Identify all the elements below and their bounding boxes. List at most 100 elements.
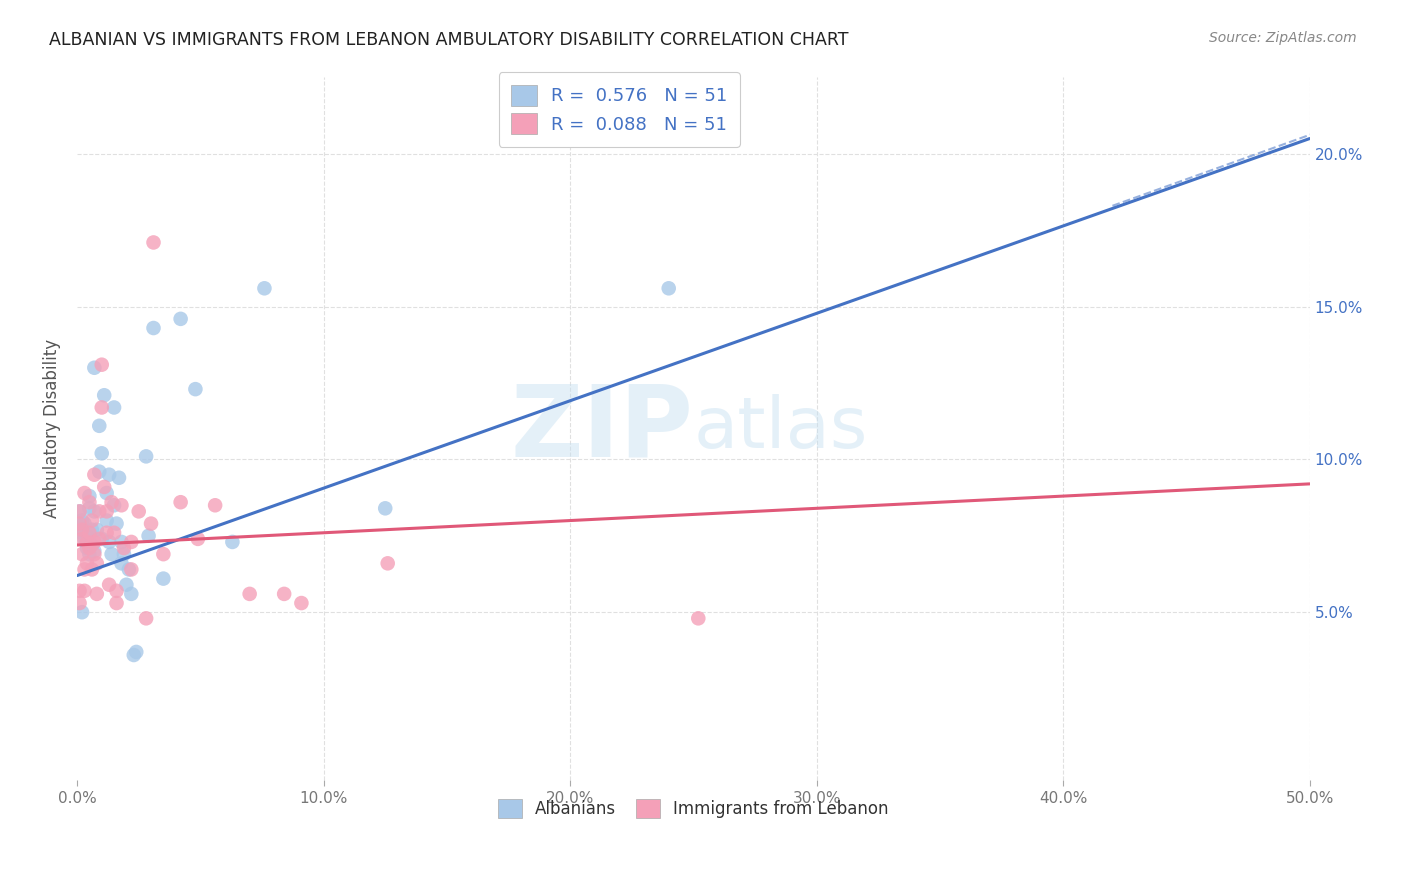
Point	[79, 525, 101, 540]
Text: Source: ZipAtlas.com: Source: ZipAtlas.com	[1209, 31, 1357, 45]
Point	[374, 501, 396, 516]
Point	[93, 388, 115, 402]
Point	[93, 480, 115, 494]
Point	[103, 498, 125, 512]
Point	[76, 529, 98, 543]
Point	[90, 401, 112, 415]
Point	[73, 486, 96, 500]
Text: ALBANIAN VS IMMIGRANTS FROM LEBANON AMBULATORY DISABILITY CORRELATION CHART: ALBANIAN VS IMMIGRANTS FROM LEBANON AMBU…	[49, 31, 849, 49]
Point	[96, 486, 118, 500]
Point	[70, 514, 93, 528]
Point	[89, 465, 111, 479]
Point	[128, 504, 150, 518]
Point	[135, 611, 157, 625]
Point	[658, 281, 681, 295]
Point	[96, 504, 118, 518]
Point	[69, 583, 91, 598]
Point	[110, 557, 132, 571]
Point	[120, 562, 142, 576]
Point	[86, 587, 108, 601]
Point	[79, 489, 101, 503]
Point	[90, 532, 112, 546]
Point	[86, 523, 108, 537]
Point	[273, 587, 295, 601]
Point	[83, 360, 105, 375]
Point	[103, 525, 125, 540]
Point	[86, 557, 108, 571]
Point	[83, 504, 105, 518]
Text: atlas: atlas	[693, 394, 868, 463]
Point	[688, 611, 710, 625]
Point	[73, 562, 96, 576]
Point	[100, 495, 122, 509]
Point	[98, 467, 121, 482]
Point	[90, 358, 112, 372]
Point	[115, 578, 138, 592]
Point	[103, 401, 125, 415]
Point	[239, 587, 262, 601]
Point	[152, 547, 174, 561]
Point	[96, 525, 118, 540]
Y-axis label: Ambulatory Disability: Ambulatory Disability	[44, 339, 60, 518]
Point	[290, 596, 312, 610]
Point	[69, 516, 91, 531]
Point	[80, 538, 103, 552]
Point	[73, 583, 96, 598]
Point	[184, 382, 207, 396]
Point	[79, 541, 101, 555]
Point	[83, 467, 105, 482]
Point	[120, 535, 142, 549]
Point	[79, 501, 101, 516]
Point	[80, 562, 103, 576]
Point	[89, 532, 111, 546]
Point	[69, 504, 91, 518]
Point	[120, 587, 142, 601]
Point	[110, 535, 132, 549]
Point	[110, 498, 132, 512]
Point	[105, 596, 128, 610]
Point	[76, 557, 98, 571]
Point	[98, 535, 121, 549]
Point	[70, 547, 93, 561]
Point	[69, 504, 91, 518]
Point	[69, 596, 91, 610]
Point	[204, 498, 226, 512]
Point	[70, 532, 93, 546]
Point	[139, 516, 162, 531]
Point	[108, 471, 131, 485]
Point	[142, 235, 165, 250]
Point	[80, 514, 103, 528]
Point	[138, 529, 160, 543]
Point	[70, 523, 93, 537]
Point	[69, 519, 91, 533]
Point	[187, 532, 209, 546]
Point	[125, 645, 148, 659]
Point	[89, 418, 111, 433]
Point	[135, 450, 157, 464]
Point	[122, 648, 145, 662]
Point	[377, 557, 399, 571]
Point	[100, 547, 122, 561]
Point	[83, 544, 105, 558]
Point	[80, 523, 103, 537]
Point	[152, 572, 174, 586]
Point	[70, 605, 93, 619]
Text: ZIP: ZIP	[510, 380, 693, 477]
Point	[112, 547, 135, 561]
Point	[76, 535, 98, 549]
Point	[83, 547, 105, 561]
Point	[169, 311, 191, 326]
Point	[105, 583, 128, 598]
Point	[118, 562, 141, 576]
Point	[169, 495, 191, 509]
Point	[76, 541, 98, 555]
Point	[70, 525, 93, 540]
Point	[76, 535, 98, 549]
Legend: Albanians, Immigrants from Lebanon: Albanians, Immigrants from Lebanon	[492, 792, 896, 825]
Point	[90, 446, 112, 460]
Point	[73, 532, 96, 546]
Point	[253, 281, 276, 295]
Point	[79, 547, 101, 561]
Point	[83, 535, 105, 549]
Point	[221, 535, 243, 549]
